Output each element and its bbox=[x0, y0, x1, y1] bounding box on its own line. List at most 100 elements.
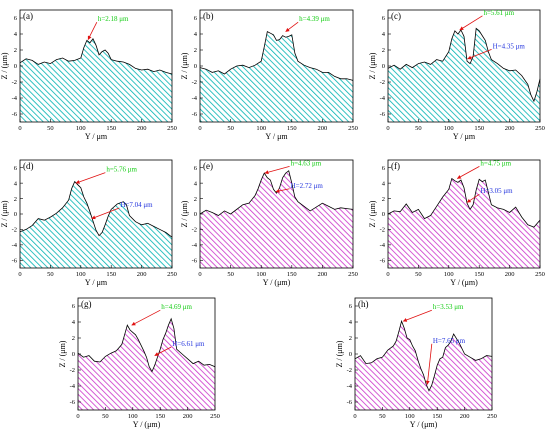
profile-line-h bbox=[354, 319, 493, 392]
x-tick-label-a-0: 0 bbox=[18, 125, 21, 132]
profile-panel-h: -6 -4 -2 0 2 4 6 0 50 100 150 200 250 Y / (μm) Z / (μm… bbox=[335, 297, 497, 429]
y-tick-label-c-5: 4 bbox=[382, 31, 386, 38]
y-axis-title-f: Z / (μm) bbox=[368, 200, 377, 227]
annotation-label-d-0: h=5.76 μm bbox=[106, 166, 137, 174]
x-tick-label-d-0: 0 bbox=[18, 271, 21, 278]
y-tick-label-b-3: 0 bbox=[194, 63, 197, 70]
y-tick-label-f-4: 2 bbox=[382, 196, 385, 203]
annotation-label-e-0: h=4.63 μm bbox=[291, 159, 322, 167]
y-axis-title-e: Z / (μm) bbox=[180, 200, 189, 227]
annotation-label-e-1: H=2.72 μm bbox=[291, 182, 324, 190]
annotation-label-h-0: h=3.53 μm bbox=[433, 303, 464, 311]
x-tick-label-e-1: 50 bbox=[227, 271, 234, 278]
y-tick-label-d-6: 6 bbox=[14, 165, 18, 172]
x-axis-title-a: Y / μm bbox=[85, 132, 108, 141]
profile-area-h bbox=[355, 321, 492, 410]
x-tick-label-f-0: 0 bbox=[386, 271, 389, 278]
x-tick-label-b-1: 50 bbox=[227, 125, 234, 132]
x-tick-label-g-4: 200 bbox=[183, 413, 193, 420]
x-tick-label-d-2: 100 bbox=[76, 271, 86, 278]
x-tick-label-d-4: 200 bbox=[137, 271, 147, 278]
panel-label-e: (e) bbox=[203, 161, 213, 171]
y-axis-title-b: Z / (μm) bbox=[180, 52, 189, 79]
x-tick-label-b-4: 200 bbox=[318, 125, 328, 132]
x-tick-label-g-3: 150 bbox=[155, 413, 165, 420]
x-tick-label-c-3: 150 bbox=[474, 125, 484, 132]
y-axis-title-h: Z / (μm) bbox=[335, 340, 344, 367]
panel-label-d: (d) bbox=[23, 161, 34, 171]
profile-area-d bbox=[20, 181, 172, 268]
x-axis-title-e: Y / (μm) bbox=[263, 278, 291, 287]
x-tick-label-b-3: 150 bbox=[287, 125, 297, 132]
y-tick-label-f-5: 4 bbox=[382, 180, 386, 187]
y-tick-label-h-5: 4 bbox=[349, 319, 353, 326]
y-tick-label-a-0: -6 bbox=[12, 111, 18, 118]
x-tick-label-h-4: 200 bbox=[460, 413, 470, 420]
y-tick-label-b-1: -4 bbox=[192, 95, 198, 102]
annotation-arrow-g-1 bbox=[154, 346, 172, 356]
y-tick-label-d-3: 0 bbox=[14, 211, 17, 218]
y-tick-label-h-2: -2 bbox=[347, 367, 352, 374]
y-tick-label-a-3: 0 bbox=[14, 63, 17, 70]
annotation-arrow-f-1 bbox=[466, 193, 480, 203]
annotation-arrow-h-1 bbox=[425, 343, 433, 385]
y-tick-label-c-2: -2 bbox=[380, 79, 385, 86]
x-tick-label-e-0: 0 bbox=[198, 271, 201, 278]
x-tick-label-g-0: 0 bbox=[76, 413, 79, 420]
annotation-label-h-1: H=7.65 μm bbox=[433, 337, 466, 345]
y-tick-label-c-0: -6 bbox=[380, 111, 386, 118]
x-tick-label-b-2: 100 bbox=[256, 125, 266, 132]
panel-label-f: (f) bbox=[391, 161, 400, 171]
x-tick-label-f-5: 250 bbox=[535, 271, 545, 278]
y-tick-label-d-0: -6 bbox=[12, 257, 18, 264]
annotation-arrow-a-0 bbox=[87, 22, 98, 40]
y-tick-label-f-3: 0 bbox=[382, 211, 385, 218]
y-tick-label-c-6: 6 bbox=[382, 15, 386, 22]
y-tick-label-e-5: 4 bbox=[194, 180, 198, 187]
y-tick-label-h-1: -4 bbox=[347, 383, 353, 390]
annotation-label-f-1: H=3.05 μm bbox=[480, 187, 513, 195]
panel-label-c: (c) bbox=[391, 11, 401, 21]
annotation-arrow-e-0 bbox=[264, 166, 290, 175]
y-tick-label-d-4: 2 bbox=[14, 196, 17, 203]
y-tick-label-c-1: -4 bbox=[380, 95, 386, 102]
y-tick-label-a-6: 6 bbox=[14, 15, 18, 22]
y-axis-title-a: Z / (μm) bbox=[0, 52, 9, 79]
y-tick-label-f-1: -4 bbox=[380, 242, 386, 249]
annotation-arrow-e-1 bbox=[275, 188, 290, 193]
y-tick-label-a-5: 4 bbox=[14, 31, 18, 38]
annotation-arrow-g-0 bbox=[131, 309, 161, 326]
y-tick-label-e-3: 0 bbox=[194, 211, 197, 218]
y-tick-label-b-5: 4 bbox=[194, 31, 198, 38]
profile-panel-f: -6 -4 -2 0 2 4 6 0 50 100 150 200 250 Y / (μm) Z / (μm… bbox=[368, 159, 545, 287]
x-axis-title-f: Y / (μm) bbox=[450, 278, 478, 287]
y-tick-label-e-6: 6 bbox=[194, 165, 198, 172]
profile-area-c bbox=[388, 28, 540, 122]
x-tick-label-e-5: 250 bbox=[348, 271, 358, 278]
x-tick-label-a-3: 150 bbox=[106, 125, 116, 132]
annotation-label-c-1: H=4.35 μm bbox=[493, 42, 526, 50]
profile-panel-g: -6 -4 -2 0 2 4 6 0 50 100 150 200 250 Y / (μm) Z / (μm… bbox=[58, 297, 220, 429]
annotation-label-g-1: H=6.61 μm bbox=[172, 340, 205, 348]
profile-line-a bbox=[19, 38, 173, 75]
annotation-arrow-f-0 bbox=[456, 166, 480, 179]
x-tick-label-a-1: 50 bbox=[47, 125, 54, 132]
x-axis-title-g: Y / (μm) bbox=[133, 420, 161, 429]
x-tick-label-c-0: 0 bbox=[386, 125, 389, 132]
x-tick-label-e-2: 100 bbox=[256, 271, 266, 278]
annotation-label-g-0: h=4.69 μm bbox=[161, 303, 192, 311]
x-axis-title-c: Y / μm bbox=[453, 132, 476, 141]
y-tick-label-b-2: -2 bbox=[192, 79, 197, 86]
annotation-label-f-0: h=4.75 μm bbox=[480, 159, 511, 167]
profile-panel-c: -6 -4 -2 0 2 4 6 0 50 100 150 200 250 Y / μm Z / (μm) (… bbox=[368, 9, 545, 141]
y-tick-label-f-2: -2 bbox=[380, 227, 385, 234]
x-tick-label-d-3: 150 bbox=[106, 271, 116, 278]
annotation-arrow-d-1 bbox=[91, 207, 120, 220]
profile-area-f bbox=[388, 178, 540, 268]
profile-area-e bbox=[200, 170, 353, 268]
x-axis-title-h: Y / (μm) bbox=[410, 420, 438, 429]
y-tick-label-e-0: -6 bbox=[192, 257, 198, 264]
profile-panel-d: -6 -4 -2 0 2 4 6 0 50 100 150 200 250 Y / μm Z / (μm) (… bbox=[0, 159, 177, 287]
y-tick-label-f-0: -6 bbox=[380, 257, 386, 264]
profile-line-e bbox=[199, 170, 354, 217]
